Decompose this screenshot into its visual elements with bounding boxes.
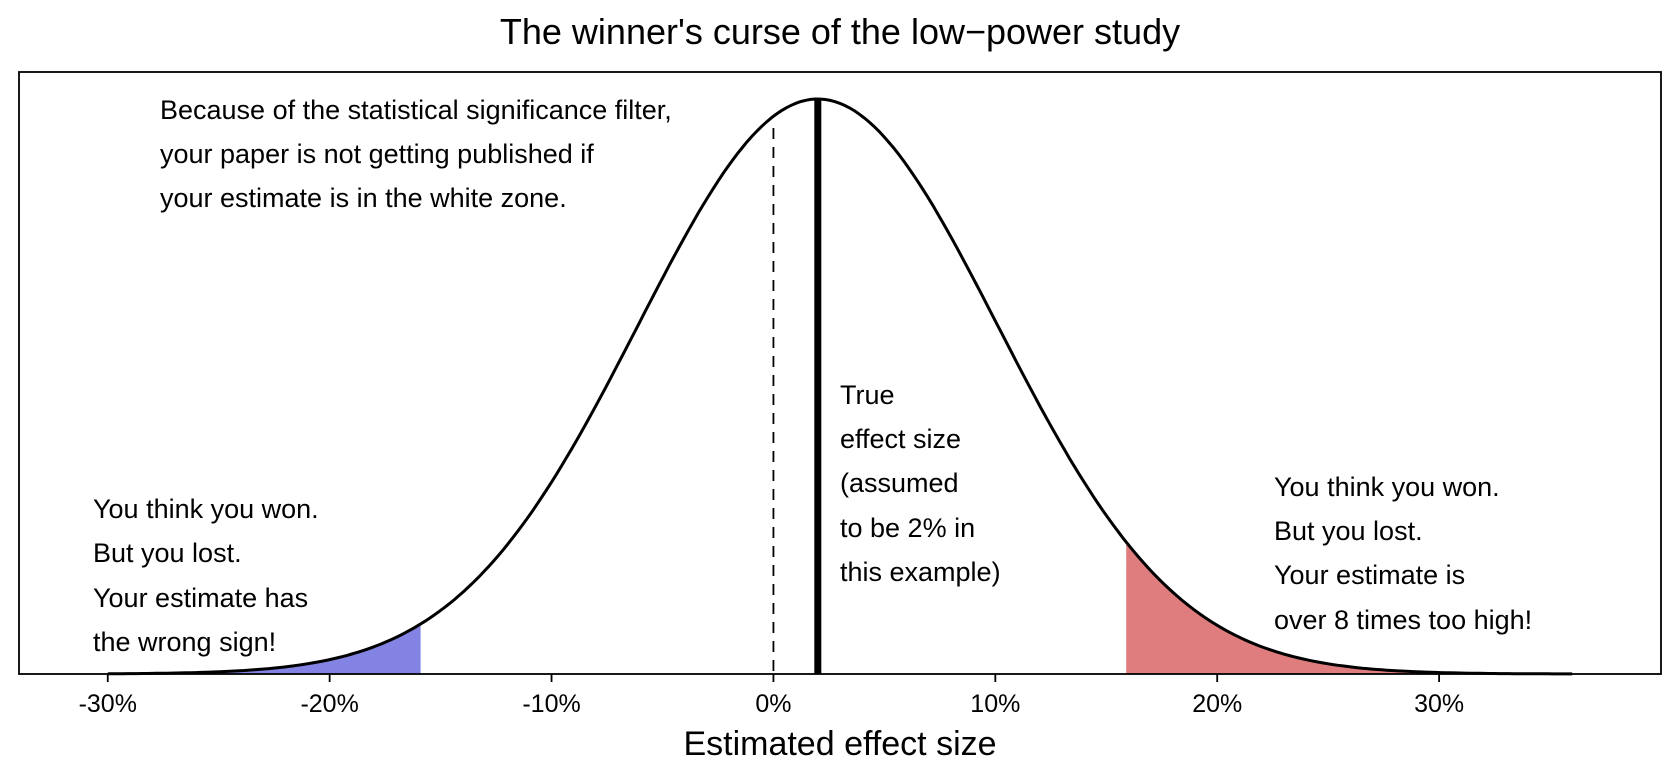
x-axis: -30% -20% -10% 0% 10% 20% 30% — [79, 674, 1464, 718]
annotation-right: You think you won. But you lost. Your es… — [1274, 472, 1532, 635]
annotation-filter-line: your paper is not getting published if — [160, 139, 594, 169]
x-tick-label: 30% — [1414, 690, 1464, 718]
x-tick-label: -20% — [300, 690, 358, 718]
annotation-filter: Because of the statistical significance … — [160, 95, 672, 213]
annotation-filter-line: your estimate is in the white zone. — [160, 183, 567, 213]
annotation-right-line: You think you won. — [1274, 472, 1500, 502]
shaded-region-too-high — [1126, 542, 1573, 674]
annotation-left: You think you won. But you lost. Your es… — [93, 494, 319, 657]
annotation-filter-line: Because of the statistical significance … — [160, 95, 672, 125]
annotation-left-line: But you lost. — [93, 538, 242, 568]
sampling-distribution-curve — [107, 97, 1573, 676]
annotation-left-line: the wrong sign! — [93, 627, 276, 657]
plot-area — [18, 71, 1662, 676]
x-axis-label: Estimated effect size — [683, 725, 996, 763]
x-tick-label: -10% — [522, 690, 580, 718]
shaded-region-wrong-sign — [107, 624, 421, 674]
x-tick-label: 0% — [755, 690, 791, 718]
annotation-true-effect-line: True — [840, 380, 895, 410]
annotation-right-line: Your estimate is — [1274, 560, 1465, 590]
annotation-true-effect-line: (assumed — [840, 468, 959, 498]
x-tick-label: -30% — [79, 690, 137, 718]
annotation-true-effect-line: effect size — [840, 424, 961, 454]
annotation-true-effect-line: to be 2% in — [840, 513, 975, 543]
x-tick-label: 20% — [1192, 690, 1242, 718]
plot-frame — [18, 71, 1662, 675]
annotation-left-line: Your estimate has — [93, 583, 308, 613]
annotation-true-effect: True effect size (assumed to be 2% in th… — [840, 380, 1001, 587]
x-tick-label: 10% — [970, 690, 1020, 718]
chart-title: The winner's curse of the low−power stud… — [500, 11, 1180, 52]
annotation-true-effect-line: this example) — [840, 557, 1001, 587]
annotation-left-line: You think you won. — [93, 494, 319, 524]
annotation-right-line: over 8 times too high! — [1274, 605, 1532, 635]
annotation-right-line: But you lost. — [1274, 516, 1423, 546]
